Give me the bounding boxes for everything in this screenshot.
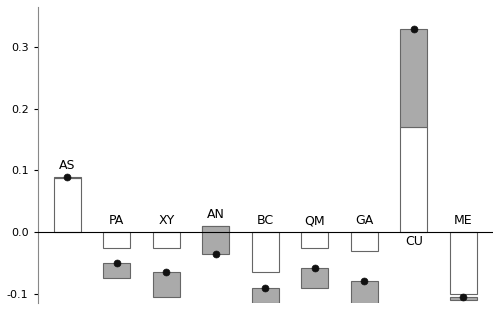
Bar	[54, 177, 81, 179]
Bar	[103, 232, 130, 247]
Text: PA: PA	[109, 214, 124, 227]
Bar	[103, 263, 130, 278]
Text: CU: CU	[405, 235, 423, 248]
Bar	[301, 268, 328, 288]
Text: XY: XY	[158, 214, 174, 227]
Bar	[202, 226, 230, 232]
Bar	[252, 288, 279, 303]
Bar	[400, 127, 427, 232]
Text: AS: AS	[59, 159, 76, 172]
Text: ME: ME	[454, 214, 472, 227]
Bar	[54, 179, 81, 232]
Bar	[152, 232, 180, 247]
Text: AN: AN	[207, 208, 225, 221]
Text: QM: QM	[304, 214, 325, 227]
Bar	[202, 226, 230, 254]
Bar	[450, 232, 477, 294]
Text: BC: BC	[257, 214, 274, 227]
Bar	[350, 281, 378, 310]
Bar	[301, 232, 328, 247]
Bar	[400, 29, 427, 127]
Bar	[252, 232, 279, 272]
Bar	[450, 297, 477, 300]
Bar	[350, 232, 378, 250]
Bar	[152, 272, 180, 297]
Text: GA: GA	[355, 214, 374, 227]
